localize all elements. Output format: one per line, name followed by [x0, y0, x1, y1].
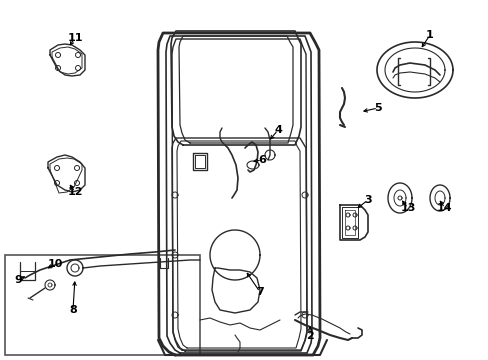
Bar: [5, 255, 200, 355]
Text: 5: 5: [373, 103, 381, 113]
Text: 4: 4: [273, 125, 282, 135]
Text: 14: 14: [436, 203, 452, 213]
Text: 1: 1: [425, 30, 433, 40]
Text: 8: 8: [69, 305, 77, 315]
Text: 9: 9: [14, 275, 22, 285]
Text: 10: 10: [47, 259, 62, 269]
Text: 12: 12: [67, 187, 82, 197]
Text: 13: 13: [400, 203, 415, 213]
Text: 7: 7: [256, 287, 264, 297]
Text: 3: 3: [364, 195, 371, 205]
Text: 11: 11: [67, 33, 82, 43]
Text: 2: 2: [305, 331, 313, 341]
Text: 6: 6: [258, 155, 265, 165]
